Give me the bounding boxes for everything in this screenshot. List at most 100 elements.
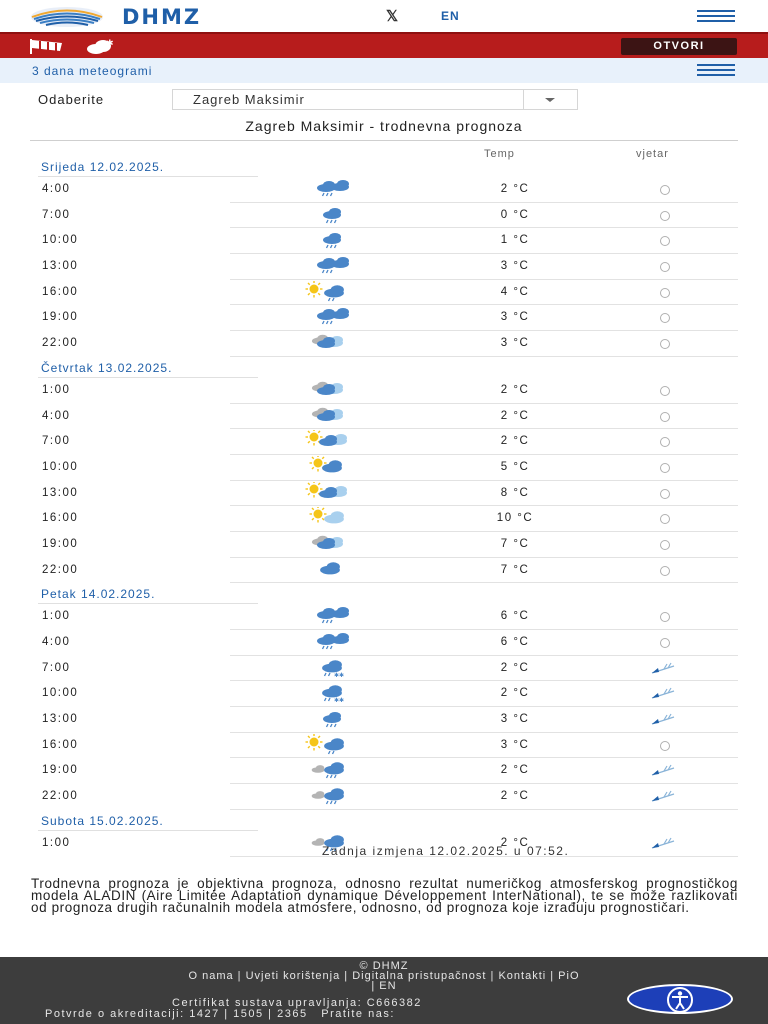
forecast-row: 16:00 10 °C xyxy=(30,505,738,532)
cloud-snow-rain-icon: ✱✱ xyxy=(296,682,368,704)
calm-icon xyxy=(650,260,676,274)
forecast-row: 22:00 7 °C xyxy=(30,558,738,584)
forecast-time: 16:00 xyxy=(42,285,79,298)
x-social-link[interactable]: 𝕏 xyxy=(386,8,399,25)
forecast-row: 1:00 2 °C xyxy=(30,831,738,857)
forecast-time: 19:00 xyxy=(42,764,79,777)
calm-icon xyxy=(650,636,676,650)
forecast-temp: 3 °C xyxy=(500,713,530,726)
forecast-description: Trodnevna prognoza je objektivna prognoz… xyxy=(31,876,738,915)
forecast-temp: 7 °C xyxy=(500,537,530,550)
calm-icon xyxy=(650,512,676,526)
location-select[interactable]: Zagreb Maksimir xyxy=(172,89,578,110)
calm-icon xyxy=(650,337,676,351)
forecast-row: 19:00 7 °C xyxy=(30,532,738,558)
wind-sw-icon xyxy=(650,662,676,676)
calm-icon xyxy=(650,209,676,223)
day-label: Srijeda 12.02.2025. xyxy=(41,160,165,174)
sun-clouds-icon xyxy=(296,428,368,452)
day-label: Petak 14.02.2025. xyxy=(41,587,156,602)
clouds-icon xyxy=(296,405,368,427)
grey-cloud-rain-icon xyxy=(296,832,368,854)
forecast-row: 7:00 0 °C xyxy=(30,203,738,229)
forecast-row: 1:00 2 °C xyxy=(30,378,738,404)
cloud-rain-icon xyxy=(296,306,368,328)
forecast-temp: 3 °C xyxy=(500,738,530,751)
cloud-rain-icon xyxy=(296,631,368,653)
forecast-row: 1:00 6 °C xyxy=(30,604,738,630)
cloud-rain-icon xyxy=(296,255,368,277)
accessibility-icon xyxy=(667,987,693,1013)
forecast-temp: 2 °C xyxy=(500,764,530,777)
forecast-time: 7:00 xyxy=(42,435,71,448)
day-label: Četvrtak 13.02.2025. xyxy=(41,360,173,375)
forecast-temp: 2 °C xyxy=(500,409,530,422)
accreditation-text: Potvrde o akreditaciji: 1427 | 1505 | 23… xyxy=(45,1008,308,1020)
calm-icon xyxy=(650,435,676,449)
snow-cloud-icon: ✱ xyxy=(87,39,114,54)
sun-light-cloud-icon xyxy=(296,505,368,529)
forecast-row: 4:00 2 °C xyxy=(30,404,738,430)
windsock-icon xyxy=(30,39,62,54)
cloud-drizzle-icon xyxy=(296,229,368,251)
forecast-temp: 3 °C xyxy=(500,311,530,324)
forecast-temp: 2 °C xyxy=(500,687,530,700)
forecast-time: 1:00 xyxy=(42,610,71,623)
forecast-temp: 2 °C xyxy=(500,383,530,396)
calm-icon xyxy=(650,384,676,398)
calm-icon xyxy=(650,461,676,475)
forecast-temp: 4 °C xyxy=(500,285,530,298)
forecast-table: Srijeda 12.02.2025. 4:00 2 °C 7:00 0 °C 10:00… xyxy=(30,156,738,857)
divider xyxy=(30,140,738,141)
forecast-temp: 6 °C xyxy=(500,610,530,623)
forecast-row: 22:00 2 °C xyxy=(30,784,738,810)
section-menu-icon[interactable] xyxy=(697,64,735,76)
column-header-temp: Temp xyxy=(484,148,515,160)
svg-text:✱✱: ✱✱ xyxy=(334,697,344,704)
forecast-time: 4:00 xyxy=(42,409,71,422)
footer-certificate: Certifikat sustava upravljanja: C666382 xyxy=(172,997,422,1009)
location-select-label: Odaberite xyxy=(38,92,105,107)
wind-sw-icon xyxy=(650,764,676,778)
clouds-icon xyxy=(296,379,368,401)
location-select-value: Zagreb Maksimir xyxy=(193,92,305,107)
forecast-time: 22:00 xyxy=(42,563,79,576)
forecast-time: 13:00 xyxy=(42,713,79,726)
forecast-temp: 1 °C xyxy=(500,234,530,247)
sun-cloud-rain-icon xyxy=(296,280,368,303)
calm-icon xyxy=(650,487,676,501)
section-bar: 3 dana meteogrami xyxy=(0,58,768,83)
main-menu-icon[interactable] xyxy=(697,10,735,22)
wind-sw-icon xyxy=(650,790,676,804)
forecast-time: 16:00 xyxy=(42,512,79,525)
forecast-time: 7:00 xyxy=(42,208,71,221)
forecast-row: 19:00 2 °C xyxy=(30,758,738,784)
forecast-temp: 2 °C xyxy=(500,661,530,674)
accessibility-button[interactable] xyxy=(627,984,733,1014)
language-en-link[interactable]: EN xyxy=(441,9,460,23)
forecast-temp: 2 °C xyxy=(500,435,530,448)
forecast-time: 4:00 xyxy=(42,183,71,195)
footer-links[interactable]: O nama | Uvjeti korištenja | Digitalna p… xyxy=(188,970,580,982)
open-warnings-button[interactable]: OTVORI xyxy=(621,38,737,55)
footer-copyright: © DHMZ xyxy=(359,960,409,972)
forecast-time: 22:00 xyxy=(42,790,79,803)
dhmz-logo[interactable]: DHMZ xyxy=(30,5,201,29)
section-title[interactable]: 3 dana meteogrami xyxy=(32,64,153,78)
forecast-time: 10:00 xyxy=(42,687,79,700)
wind-sw-icon xyxy=(650,837,676,851)
warning-bar: ✱ OTVORI xyxy=(0,32,768,58)
forecast-time: 13:00 xyxy=(42,260,79,273)
cloud-rain-icon xyxy=(296,178,368,200)
calm-icon xyxy=(650,538,676,552)
wind-sw-icon xyxy=(650,687,676,701)
forecast-temp: 3 °C xyxy=(500,260,530,273)
sun-cloud-icon xyxy=(296,454,368,478)
forecast-row: 10:00 ✱✱ 2 °C xyxy=(30,681,738,707)
footer-lang-link[interactable]: | EN xyxy=(371,980,397,992)
cloud-icon xyxy=(296,559,368,581)
calm-icon xyxy=(650,183,676,197)
chevron-down-icon[interactable] xyxy=(523,90,578,109)
cloud-rain-icon xyxy=(296,605,368,627)
forecast-row: 19:00 3 °C xyxy=(30,305,738,331)
